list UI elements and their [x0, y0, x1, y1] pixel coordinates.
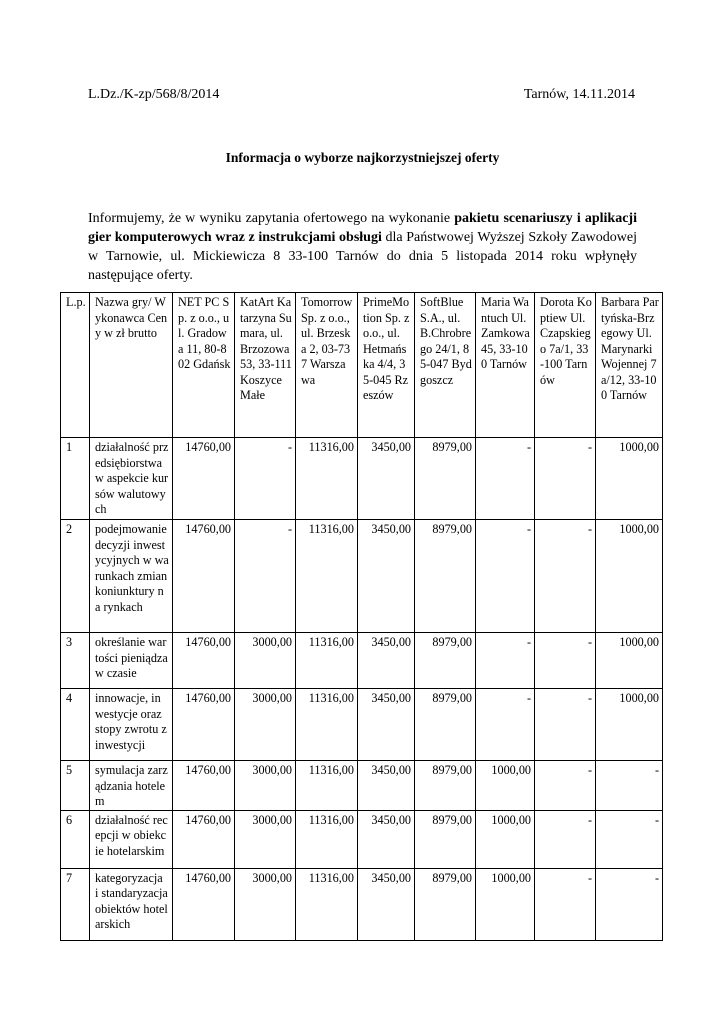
document-title: Informacja o wyborze najkorzystniejszej …	[225, 150, 500, 165]
table-row: 5 symulacja zarządzania hotelem 14760,00 30…	[60, 760, 663, 811]
price-cell: 3450,00	[357, 437, 415, 520]
header-cell: PrimeMotion Sp. z o.o., ul. Hetmańska 4/…	[357, 292, 415, 438]
header-cell: Barbara Partyńska-Brzegowy Ul. Marynarki…	[595, 292, 663, 438]
intro-bold-text: pakietu scenariuszy i aplikacji gier kom…	[88, 211, 637, 245]
price-cell: 11316,00	[295, 632, 358, 689]
header-cell: NET PC Sp. z o.o., ul. Gradowa 11, 80-80…	[172, 292, 235, 438]
intro-text: Informujemy, że w wyniku zapytania ofert…	[88, 211, 455, 226]
price-cell: -	[595, 809, 663, 869]
price-cell: 3000,00	[234, 632, 296, 689]
row-number-cell: 1	[60, 437, 90, 520]
price-cell: -	[234, 519, 296, 633]
price-cell: -	[534, 519, 596, 633]
row-number-cell: 6	[60, 809, 90, 869]
game-name-cell: innowacje, inwestycje oraz stopy zwrotu …	[89, 688, 173, 761]
price-cell: 11316,00	[295, 437, 358, 520]
table-row: 6 działalność recepcji w obiekcie hotelar…	[60, 809, 663, 869]
header-cell: SoftBlue S.A., ul. B.Chrobrego 24/1, 85-…	[414, 292, 476, 438]
price-cell: 14760,00	[172, 688, 235, 761]
table-row: 4 innowacje, inwestycje oraz stopy zwrotu…	[60, 688, 663, 761]
price-cell: 3450,00	[357, 688, 415, 761]
place-date: Tarnów, 14.11.2014	[523, 87, 635, 102]
row-number-cell: 7	[60, 867, 90, 941]
price-cell: 14760,00	[172, 437, 235, 520]
game-name-cell: działalność recepcji w obiekcie hotelars…	[89, 809, 173, 869]
offers-table: L.p. Nazwa gry/ Wykonawca Ceny w zł brutt…	[60, 292, 663, 941]
row-number-cell: 4	[60, 688, 90, 761]
price-cell: 8979,00	[414, 437, 476, 520]
table-row: 1 działalność przedsiębiorstwa w aspekcie…	[60, 437, 663, 520]
price-cell: 8979,00	[414, 760, 476, 811]
price-cell: -	[534, 688, 596, 761]
header-cell: L.p.	[60, 292, 90, 438]
header-cell: Maria Wantuch Ul. Zamkowa 45, 33-100 Tar…	[475, 292, 535, 438]
price-cell: 3000,00	[234, 688, 296, 761]
game-name-cell: określanie wartości pieniądza w czasie	[89, 632, 173, 689]
price-cell: 3000,00	[234, 867, 296, 941]
row-number-cell: 3	[60, 632, 90, 689]
price-cell: 3450,00	[357, 760, 415, 811]
price-cell: -	[534, 809, 596, 869]
price-cell: 1000,00	[475, 809, 535, 869]
price-cell: -	[595, 760, 663, 811]
row-number-cell: 5	[60, 760, 90, 811]
header-cell: KatArt Katarzyna Sumara, ul. Brzozowa 53…	[234, 292, 296, 438]
price-cell: 14760,00	[172, 809, 235, 869]
header-cell: Tomorrow Sp. z o.o., ul. Brzeska 2, 03-7…	[295, 292, 358, 438]
table-row: 3 określanie wartości pieniądza w czasie 1…	[60, 632, 663, 689]
game-name-cell: symulacja zarządzania hotelem	[89, 760, 173, 811]
price-cell: -	[475, 519, 535, 633]
price-cell: 14760,00	[172, 867, 235, 941]
price-cell: -	[475, 632, 535, 689]
price-cell: 3450,00	[357, 519, 415, 633]
intro-paragraph: Informujemy, że w wyniku zapytania ofert…	[88, 209, 637, 285]
price-cell: 14760,00	[172, 519, 235, 633]
table-header-row: L.p. Nazwa gry/ Wykonawca Ceny w zł brutt…	[60, 292, 663, 438]
table-row: 2 podejmowanie decyzji inwestycyjnych w w…	[60, 519, 663, 633]
price-cell: 11316,00	[295, 809, 358, 869]
price-cell: 3450,00	[357, 809, 415, 869]
price-cell: -	[534, 760, 596, 811]
price-cell: -	[595, 867, 663, 941]
price-cell: 3450,00	[357, 867, 415, 941]
table-row: 7 kategoryzacja i standaryzacja obiektów …	[60, 867, 663, 941]
price-cell: -	[534, 632, 596, 689]
price-cell: 3000,00	[234, 760, 296, 811]
price-cell: 1000,00	[595, 437, 663, 520]
price-cell: 3000,00	[234, 809, 296, 869]
game-name-cell: kategoryzacja i standaryzacja obiektów h…	[89, 867, 173, 941]
price-cell: 8979,00	[414, 519, 476, 633]
price-cell: 8979,00	[414, 632, 476, 689]
price-cell: 11316,00	[295, 867, 358, 941]
game-name-cell: podejmowanie decyzji inwestycyjnych w wa…	[89, 519, 173, 633]
row-number-cell: 2	[60, 519, 90, 633]
price-cell: 8979,00	[414, 809, 476, 869]
price-cell: 14760,00	[172, 632, 235, 689]
price-cell: -	[534, 437, 596, 520]
intro-text-end: dla Państwowej Wyższej Szkoły Zawodowej …	[88, 230, 637, 283]
price-cell: 11316,00	[295, 760, 358, 811]
reference-number: L.Dz./K-zp/568/8/2014	[88, 87, 220, 102]
price-cell: 14760,00	[172, 760, 235, 811]
price-cell: 11316,00	[295, 688, 358, 761]
price-cell: 8979,00	[414, 867, 476, 941]
price-cell: 1000,00	[595, 688, 663, 761]
price-cell: 1000,00	[475, 760, 535, 811]
price-cell: 8979,00	[414, 688, 476, 761]
price-cell: -	[534, 867, 596, 941]
price-cell: -	[475, 437, 535, 520]
price-cell: 1000,00	[475, 867, 535, 941]
price-cell: -	[234, 437, 296, 520]
header-cell: Nazwa gry/ Wykonawca Ceny w zł brutto	[89, 292, 173, 438]
price-cell: 11316,00	[295, 519, 358, 633]
header-cell: Dorota Koptiew Ul. Czapskiego 7a/1, 33-1…	[534, 292, 596, 438]
price-cell: -	[475, 688, 535, 761]
game-name-cell: działalność przedsiębiorstwa w aspekcie …	[89, 437, 173, 520]
price-cell: 3450,00	[357, 632, 415, 689]
price-cell: 1000,00	[595, 632, 663, 689]
price-cell: 1000,00	[595, 519, 663, 633]
